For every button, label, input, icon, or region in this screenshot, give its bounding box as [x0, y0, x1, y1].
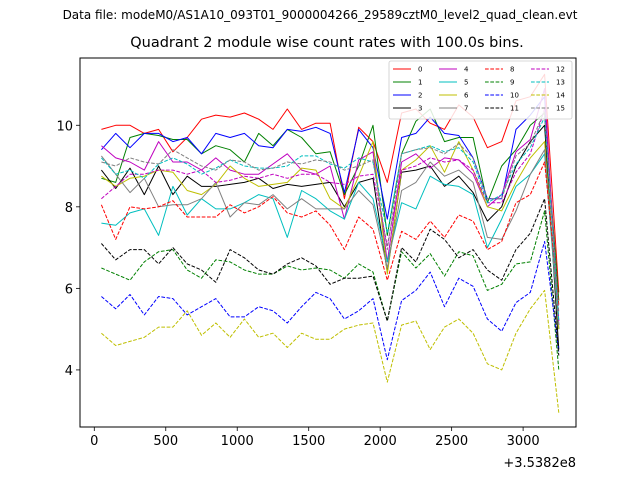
y-tick-label: 10	[56, 119, 73, 134]
series-line-0	[101, 73, 560, 293]
x-tick-label: 1000	[221, 434, 254, 449]
series-line-15	[101, 110, 560, 313]
x-tick-label: 3000	[507, 434, 540, 449]
legend-label-0: 0	[418, 66, 422, 74]
x-tick-label: 1500	[292, 434, 325, 449]
legend-label-1: 1	[418, 79, 422, 87]
legend-label-6: 6	[464, 92, 469, 100]
series-line-9	[101, 210, 560, 370]
series-line-13	[101, 116, 560, 322]
legend-label-12: 12	[556, 66, 565, 74]
legend-label-9: 9	[510, 79, 514, 87]
y-tick-label: 8	[65, 201, 73, 216]
x-tick-label: 2500	[435, 434, 468, 449]
series-line-7	[101, 149, 560, 326]
series-line-8	[100, 161, 560, 305]
legend-label-4: 4	[464, 66, 469, 74]
y-tick-label: 4	[65, 364, 73, 379]
legend-box	[388, 60, 573, 120]
series-line-12	[101, 108, 560, 322]
legend-label-11: 11	[510, 105, 519, 113]
series-layer	[100, 73, 560, 413]
y-tick-label: 6	[65, 282, 73, 297]
series-line-6	[101, 141, 560, 330]
series-line-1	[101, 108, 560, 301]
legend-label-5: 5	[464, 79, 468, 87]
legend-label-7: 7	[464, 105, 468, 113]
series-line-10	[101, 241, 560, 361]
legend-label-10: 10	[510, 92, 519, 100]
legend-label-2: 2	[418, 92, 422, 100]
series-line-5	[101, 153, 560, 330]
x-tick-label: 0	[90, 434, 98, 449]
chart-title: Quadrant 2 module wise count rates with …	[130, 35, 524, 51]
series-line-11	[101, 198, 560, 356]
legend-label-3: 3	[418, 105, 422, 113]
series-line-3	[101, 124, 560, 350]
legend-label-14: 14	[556, 92, 565, 100]
axes-layer: 0 500 1000 1500 2000 2500 3000 4 6 8 10	[56, 119, 539, 449]
legend-label-15: 15	[556, 105, 565, 113]
x-tick-label: 2000	[364, 434, 397, 449]
legend-label-8: 8	[510, 66, 514, 74]
figure-suptitle: Data file: modeM0/AS1A10_093T01_90000042…	[62, 8, 578, 22]
legend-label-13: 13	[556, 79, 565, 87]
series-line-14	[101, 289, 560, 413]
x-tick-label: 500	[153, 434, 178, 449]
x-offset-label: +3.5382e8	[503, 456, 576, 471]
plot-frame	[79, 57, 577, 428]
